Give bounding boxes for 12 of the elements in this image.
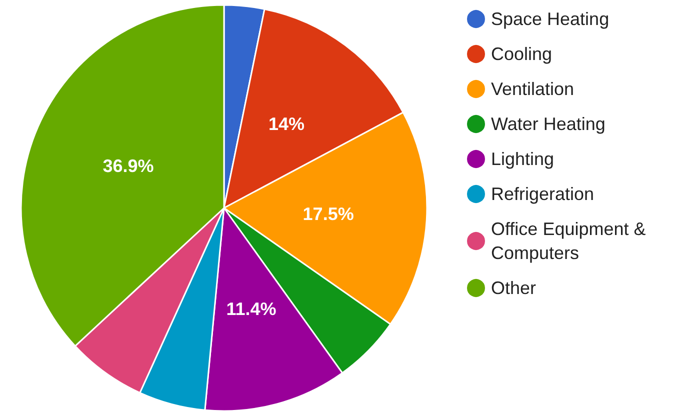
- legend-label: Refrigeration: [491, 184, 594, 204]
- data-label: 11.4%: [226, 298, 276, 319]
- data-label: 14%: [268, 114, 304, 134]
- legend-label: Office Equipment & Computers: [491, 219, 651, 263]
- legend-label: Water Heating: [491, 114, 606, 134]
- data-label: 36.9%: [102, 156, 154, 176]
- legend-label: Ventilation: [491, 79, 574, 99]
- legend-label: Cooling: [491, 44, 552, 64]
- legend-label: Lighting: [491, 149, 554, 169]
- data-label: 17.5%: [302, 204, 354, 224]
- legend-label: Space Heating: [491, 9, 610, 29]
- legend-label: Other: [491, 278, 536, 298]
